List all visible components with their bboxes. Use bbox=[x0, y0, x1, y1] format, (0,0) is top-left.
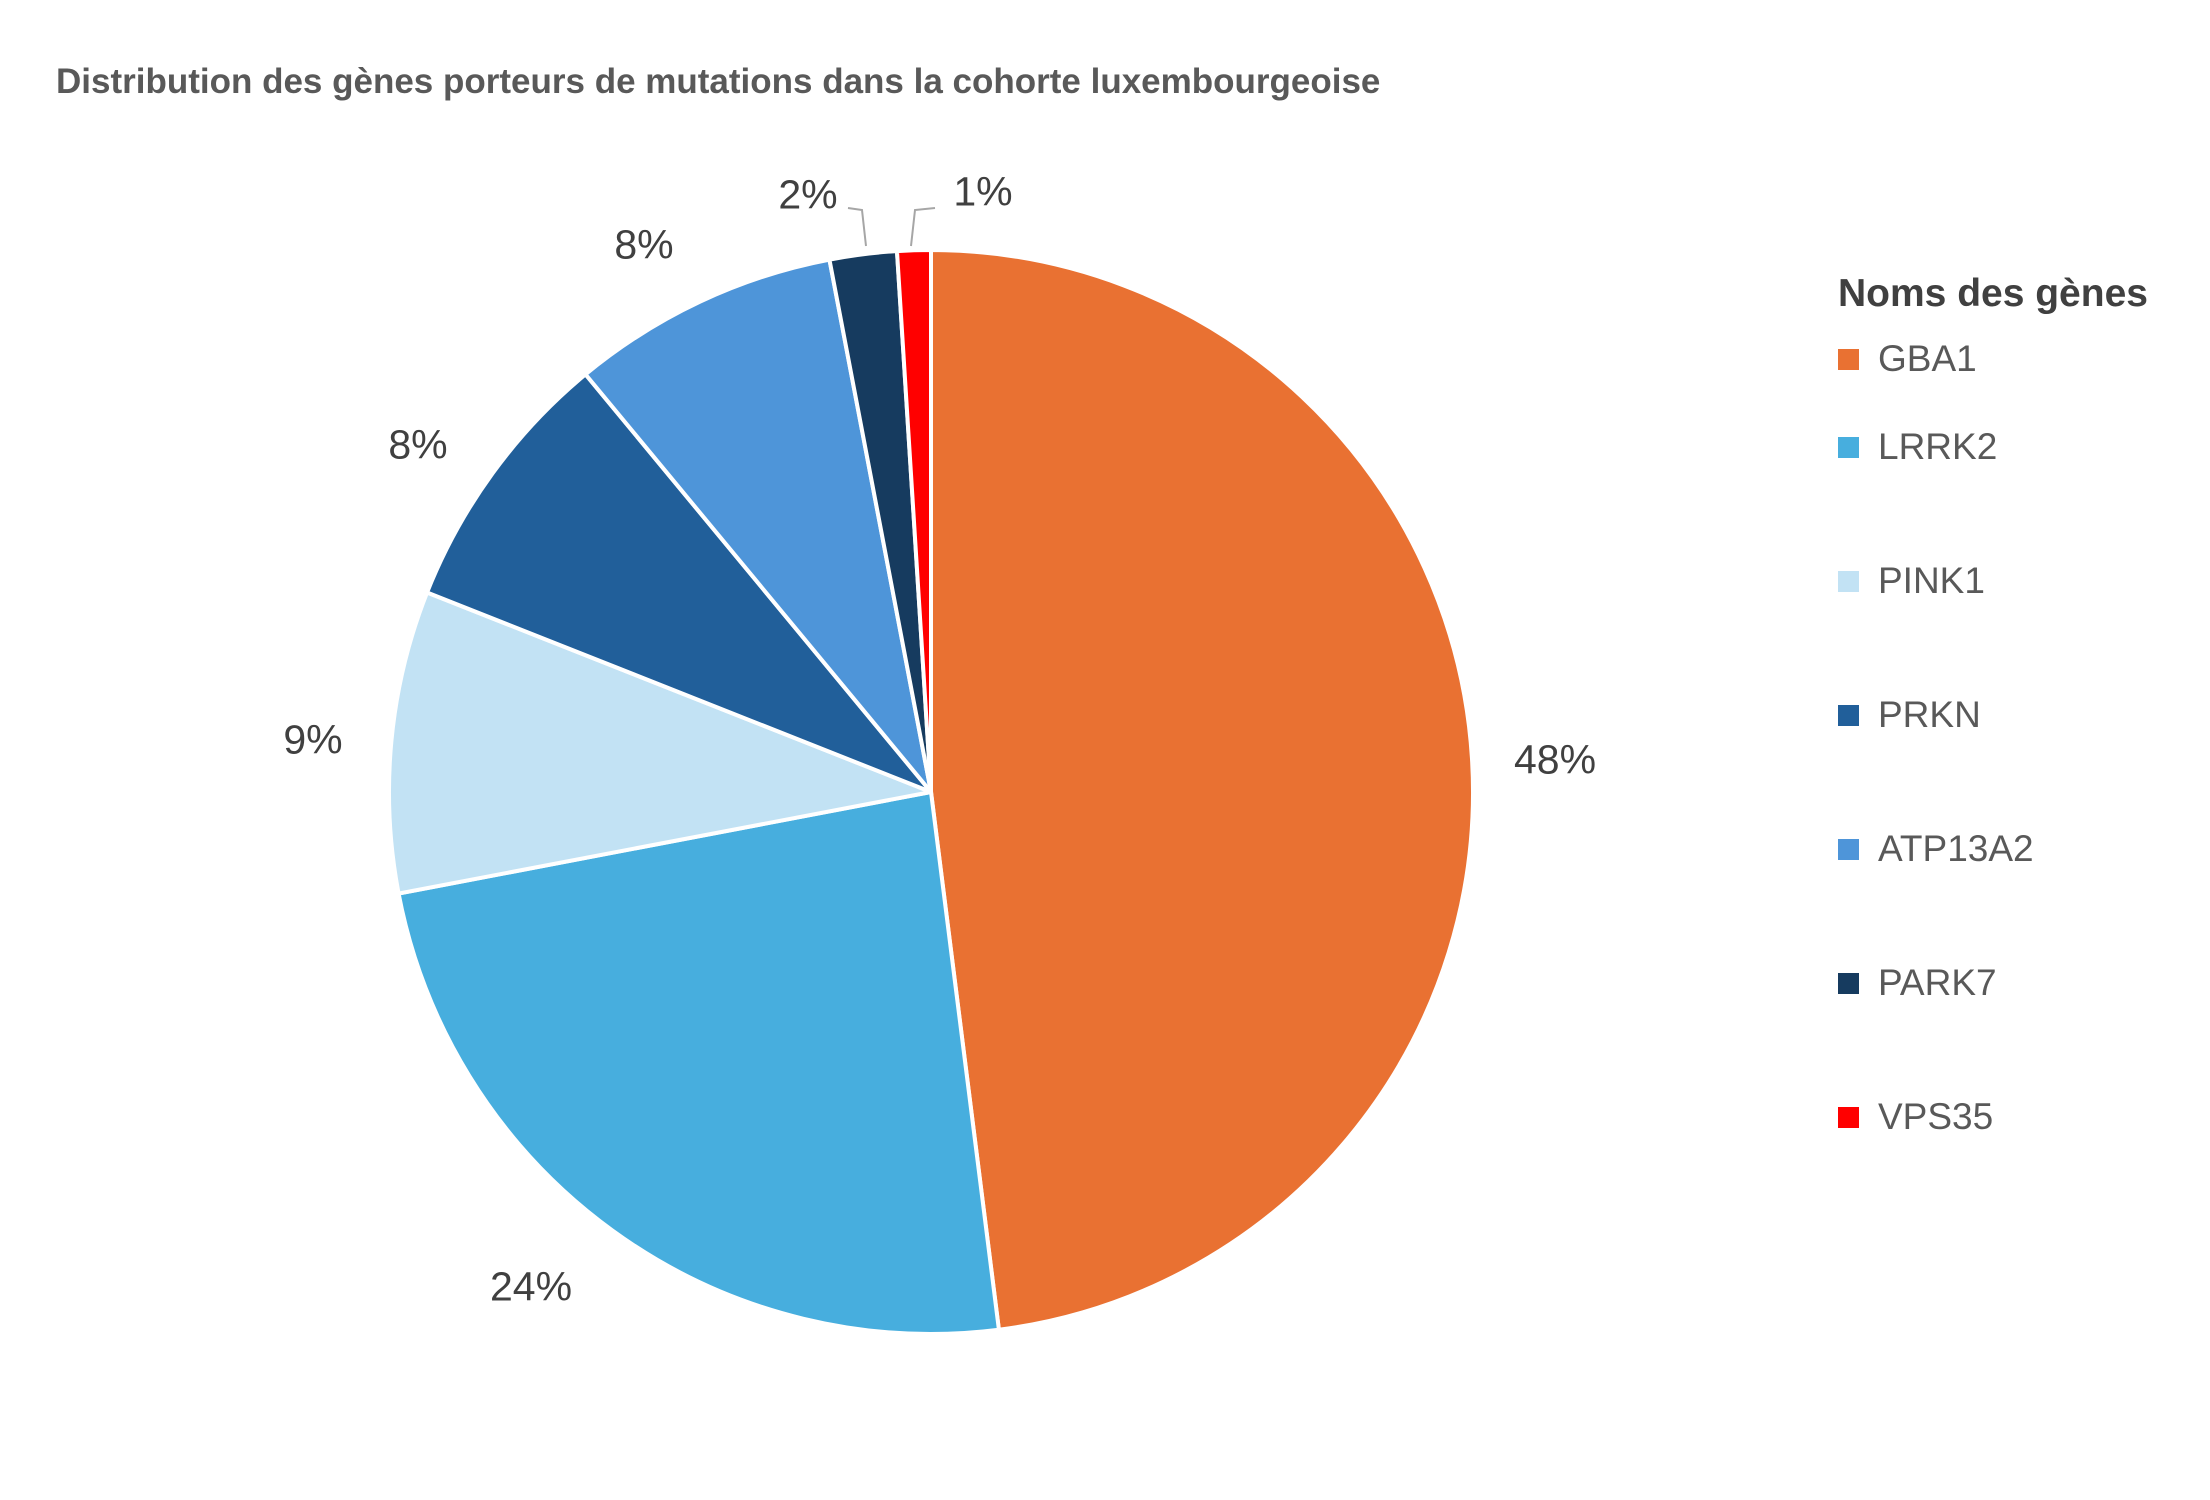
leader-line-park7 bbox=[847, 207, 867, 247]
legend-title: Noms des gènes bbox=[1838, 272, 2148, 315]
data-label-prkn: 8% bbox=[388, 421, 448, 468]
data-label-gba1: 48% bbox=[1513, 736, 1597, 783]
pie-slice-lrrk2 bbox=[396, 790, 1001, 1336]
legend-label: PINK1 bbox=[1878, 560, 1985, 601]
legend-swatch bbox=[1838, 348, 1859, 370]
data-label-pink1: 9% bbox=[283, 716, 343, 763]
data-label-park7: 2% bbox=[778, 171, 838, 218]
pie-slice-atp13a2 bbox=[583, 257, 933, 794]
legend-item-gba1: GBA1 bbox=[1838, 338, 2148, 380]
legend: Noms des gènes GBA1 LRRK2 PINK1 PRKN ATP13A2… bbox=[1838, 272, 2148, 1184]
legend-item-pink1: PINK1 bbox=[1838, 514, 2148, 648]
legend-swatch bbox=[1838, 838, 1859, 860]
data-label-lrrk2: 24% bbox=[489, 1263, 573, 1310]
legend-swatch bbox=[1838, 570, 1859, 592]
data-label-vps35: 1% bbox=[953, 168, 1013, 215]
leader-line-vps35 bbox=[910, 207, 936, 247]
legend-label: GBA1 bbox=[1878, 338, 1977, 379]
legend-swatch bbox=[1838, 436, 1859, 458]
pie-slice-prkn bbox=[425, 372, 933, 794]
legend-swatch bbox=[1838, 704, 1859, 726]
pie-slice-pink1 bbox=[387, 590, 933, 896]
legend-items: GBA1 LRRK2 PINK1 PRKN ATP13A2 PARK7 VPS35 bbox=[1838, 338, 2148, 1184]
legend-item-vps35: VPS35 bbox=[1838, 1050, 2148, 1184]
legend-item-lrrk2: LRRK2 bbox=[1838, 380, 2148, 514]
legend-label: PARK7 bbox=[1878, 962, 1997, 1003]
legend-swatch bbox=[1838, 1106, 1859, 1128]
legend-item-park7: PARK7 bbox=[1838, 916, 2148, 1050]
data-label-atp13a2: 8% bbox=[614, 221, 674, 268]
legend-label: PRKN bbox=[1878, 694, 1981, 735]
legend-swatch bbox=[1838, 972, 1859, 994]
pie-slice-vps35 bbox=[894, 248, 933, 794]
legend-item-atp13a2: ATP13A2 bbox=[1838, 782, 2148, 916]
pie-slice-gba1 bbox=[929, 248, 1476, 1332]
legend-item-prkn: PRKN bbox=[1838, 648, 2148, 782]
legend-label: LRRK2 bbox=[1878, 426, 1998, 467]
legend-label: ATP13A2 bbox=[1878, 828, 2034, 869]
chart-title: Distribution des gènes porteurs de mutat… bbox=[56, 62, 1381, 101]
legend-label: VPS35 bbox=[1878, 1096, 1994, 1137]
